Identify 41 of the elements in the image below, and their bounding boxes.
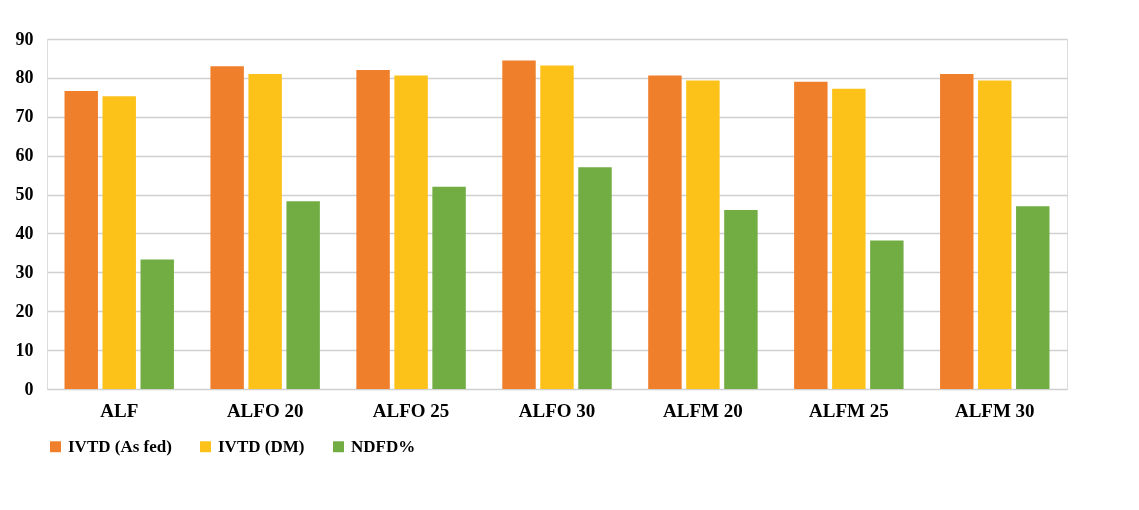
- bar: [794, 81, 828, 389]
- y-tick-label: 40: [15, 222, 34, 243]
- bar: [1016, 206, 1050, 389]
- bar: [540, 65, 574, 389]
- bar: [832, 88, 866, 389]
- bar: [140, 259, 174, 389]
- bar: [102, 96, 136, 389]
- bar: [210, 66, 244, 389]
- bar: [578, 167, 612, 389]
- y-tick-label: 20: [15, 300, 34, 321]
- x-tick-label: ALFM 20: [663, 399, 743, 421]
- bar: [648, 75, 682, 389]
- x-tick-label: ALFM 25: [809, 399, 889, 421]
- bar: [394, 75, 428, 389]
- y-tick-label: 0: [24, 378, 34, 399]
- bar: [870, 240, 904, 389]
- bar: [248, 74, 282, 389]
- legend-label: NDFD%: [351, 436, 416, 456]
- y-tick-label: 50: [15, 184, 34, 205]
- bar: [64, 91, 98, 389]
- x-tick-label: ALFO 25: [372, 399, 450, 421]
- bar: [286, 201, 320, 389]
- bar: [978, 80, 1012, 389]
- x-tick-label: ALFM 30: [954, 399, 1035, 421]
- bar: [724, 210, 758, 389]
- bar: [940, 74, 974, 389]
- y-tick-label: 70: [15, 106, 34, 127]
- legend-label: IVTD (DM): [218, 436, 305, 456]
- x-tick-label: ALFO 20: [226, 399, 304, 421]
- bar: [686, 80, 720, 389]
- bar: [502, 60, 536, 389]
- x-tick-label: ALFO 30: [518, 399, 596, 421]
- y-tick-label: 90: [15, 28, 34, 49]
- y-tick-label: 60: [15, 145, 34, 166]
- legend-label: IVTD (As fed): [68, 436, 172, 456]
- y-tick-label: 80: [15, 67, 34, 88]
- y-tick-label: 10: [15, 339, 34, 360]
- y-tick-label: 30: [15, 261, 34, 282]
- x-tick-label: ALF: [100, 399, 139, 421]
- bar: [356, 70, 390, 389]
- bar: [432, 186, 466, 389]
